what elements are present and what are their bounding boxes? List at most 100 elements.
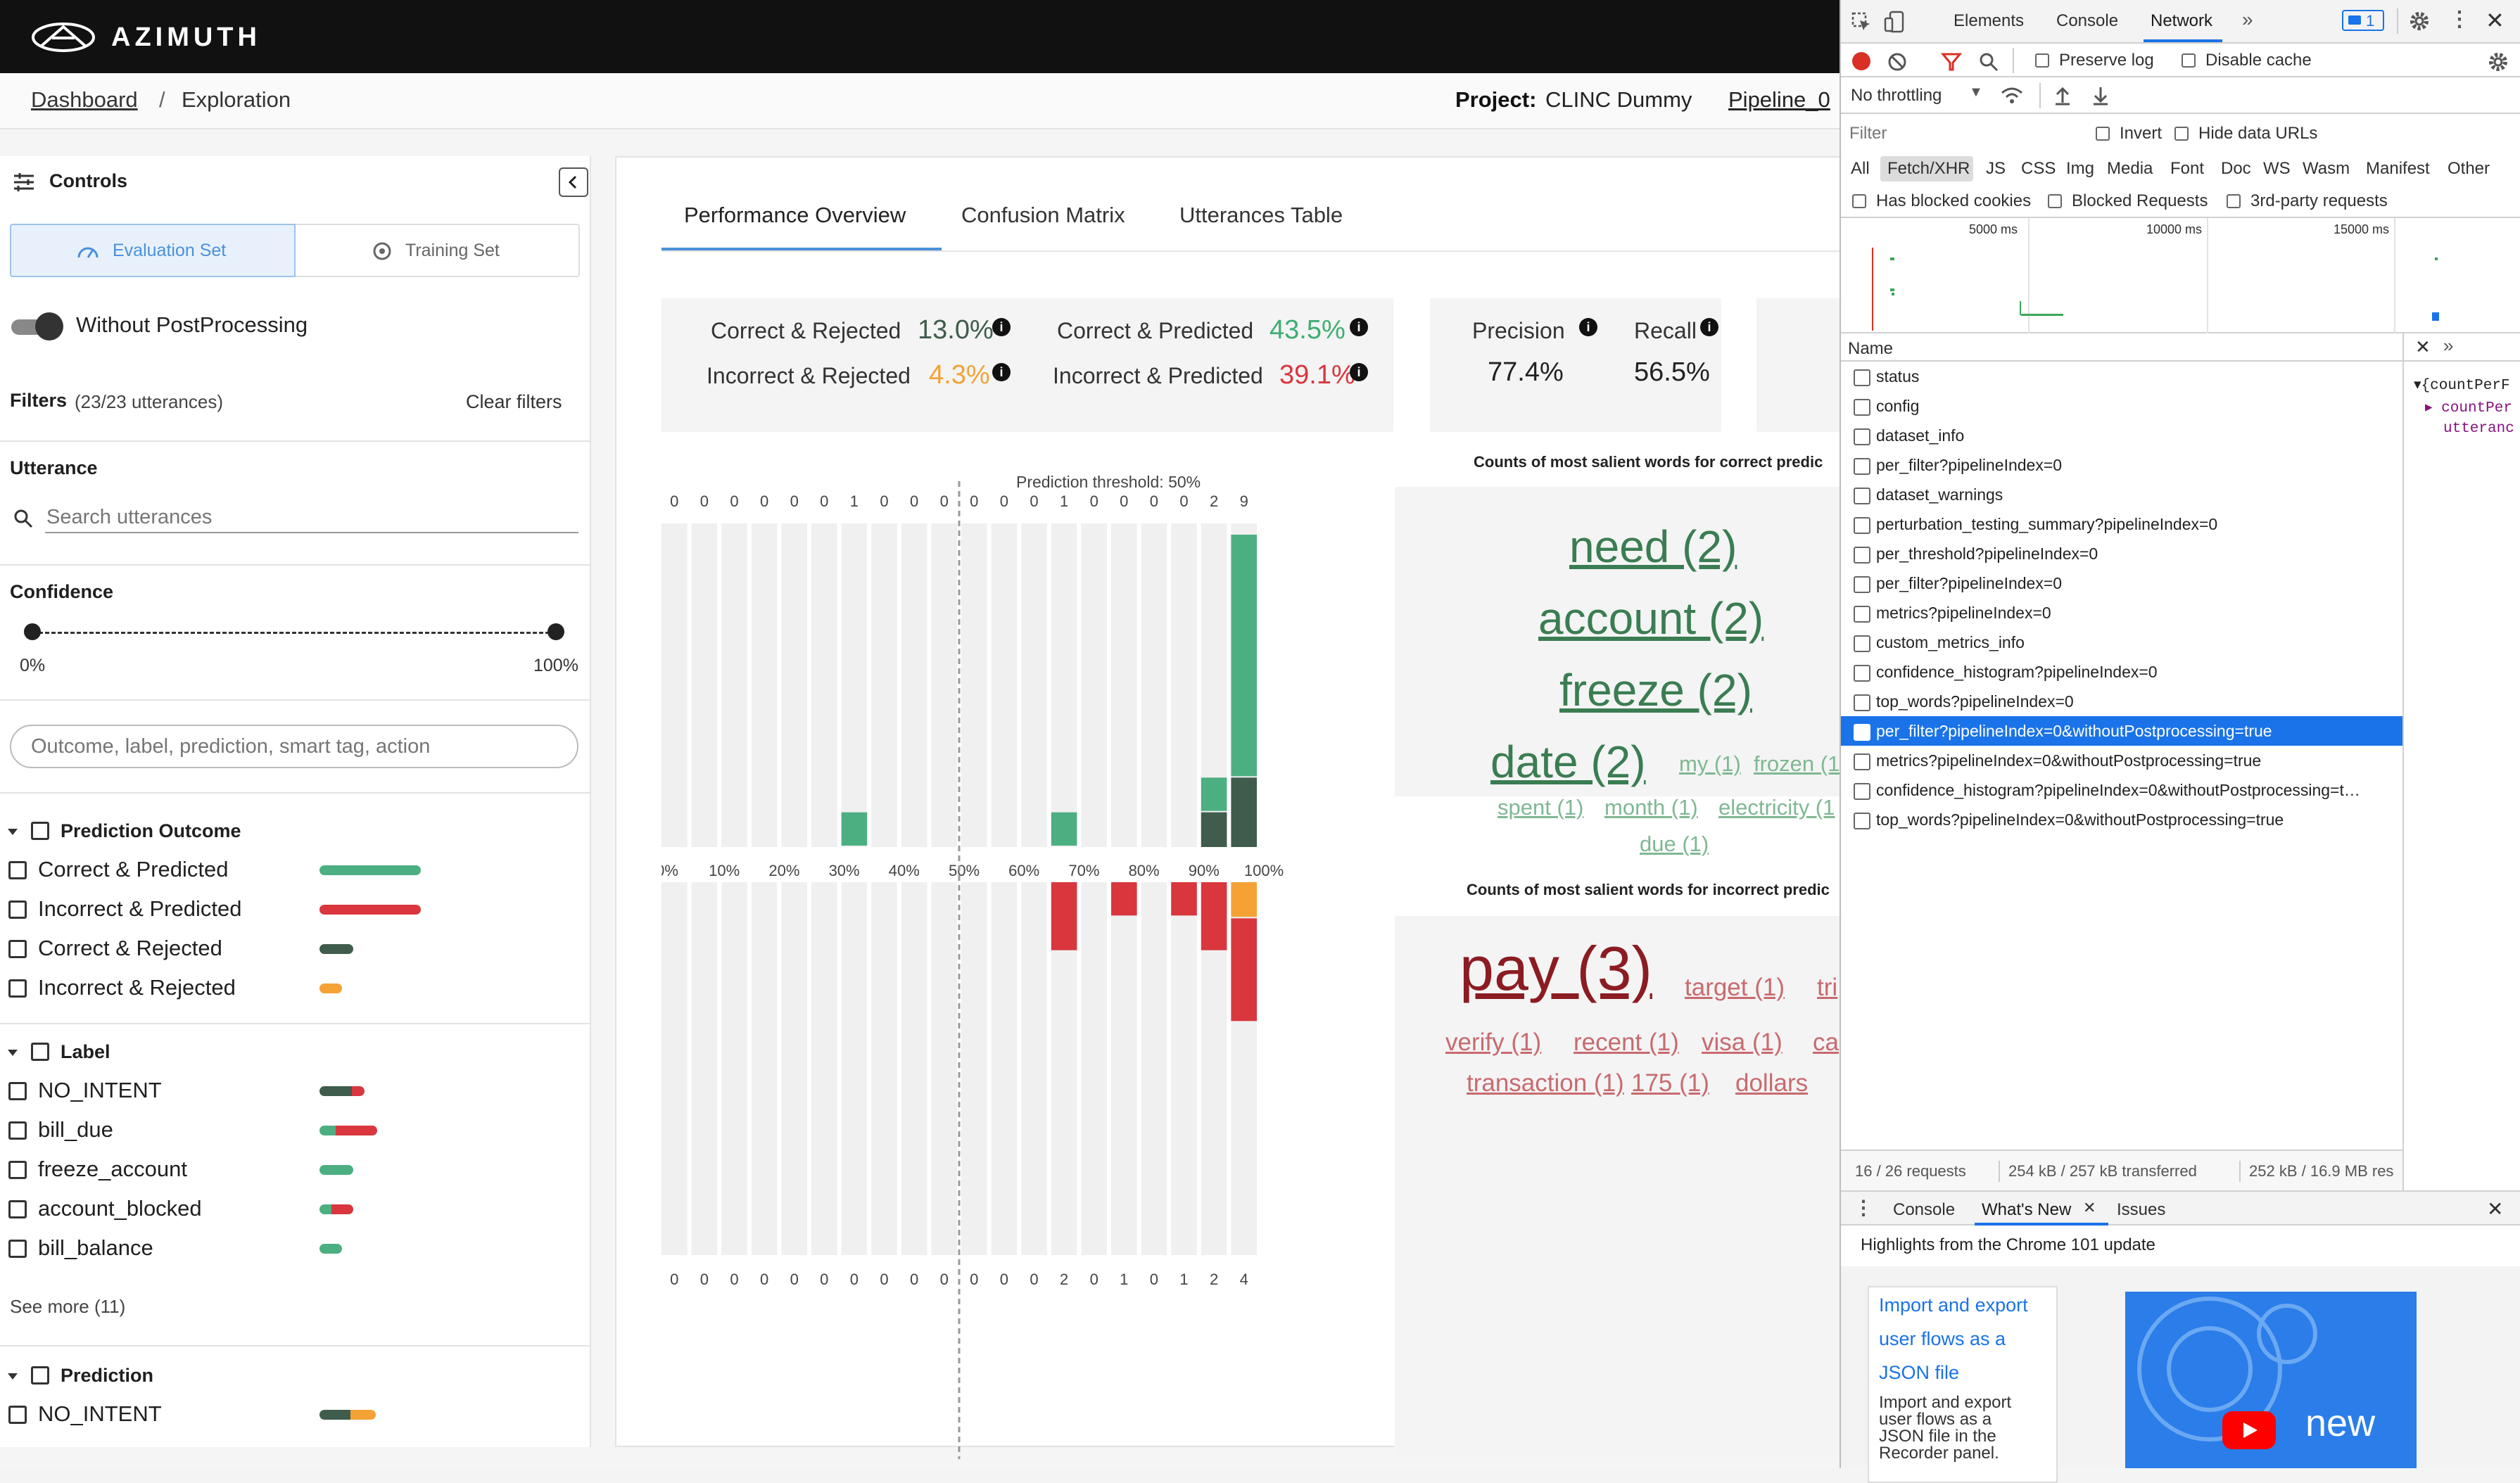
confidence-max-handle[interactable] <box>547 623 564 640</box>
settings-gear-icon[interactable] <box>2408 10 2431 32</box>
type-filter-css[interactable]: CSS <box>2021 159 2056 178</box>
close-devtools-icon[interactable]: ✕ <box>2486 8 2505 33</box>
whats-new-video-thumbnail[interactable]: new <box>2125 1292 2417 1468</box>
more-preview-tabs-icon[interactable]: » <box>2443 335 2454 356</box>
record-icon[interactable] <box>1852 52 1870 70</box>
network-request-row[interactable]: top_words?pipelineIndex=0 <box>1841 687 2402 716</box>
breadcrumb-dashboard-link[interactable]: Dashboard <box>31 87 138 112</box>
caret-down-icon[interactable] <box>6 825 20 839</box>
network-request-row[interactable]: per_threshold?pipelineIndex=0 <box>1841 539 2402 568</box>
dropdown-arrow-icon[interactable]: ▼ <box>1969 84 1983 100</box>
blocked-requests-checkbox[interactable] <box>2048 194 2062 208</box>
request-row-checkbox[interactable] <box>1854 665 1870 682</box>
close-drawer-icon[interactable]: ✕ <box>2487 1198 2504 1220</box>
word-link[interactable]: due (1) <box>1640 832 1709 856</box>
word-link[interactable]: electricity (1 <box>1718 795 1835 820</box>
name-column-header[interactable]: Name <box>1848 339 1894 358</box>
info-icon[interactable]: i <box>1700 318 1718 336</box>
request-row-checkbox[interactable] <box>1854 458 1870 475</box>
type-filter-doc[interactable]: Doc <box>2221 159 2251 178</box>
type-filter-js[interactable]: JS <box>1986 159 2006 178</box>
word-link[interactable]: dollars <box>1735 1069 1809 1097</box>
has-blocked-cookies-checkbox[interactable] <box>1852 194 1866 208</box>
search-icon[interactable] <box>1979 52 1999 72</box>
type-filter-media[interactable]: Media <box>2107 159 2153 178</box>
inspect-element-icon[interactable] <box>1851 11 1872 32</box>
word-link[interactable]: tri <box>1817 974 1838 1001</box>
request-row-checkbox[interactable] <box>1854 488 1870 504</box>
word-link[interactable]: recent (1) <box>1574 1029 1679 1056</box>
whats-new-link-line[interactable]: JSON file <box>1879 1362 1960 1383</box>
close-whats-new-icon[interactable]: ✕ <box>2083 1199 2096 1216</box>
label-checkbox[interactable] <box>8 1082 27 1100</box>
type-filter-wasm[interactable]: Wasm <box>2303 159 2350 178</box>
preserve-log-checkbox[interactable] <box>2035 53 2049 68</box>
throttling-select[interactable]: No throttling <box>1851 86 1942 105</box>
word-link[interactable]: spent (1) <box>1498 795 1584 820</box>
label-checkbox[interactable] <box>8 1240 27 1258</box>
azimuth-logo[interactable] <box>31 21 96 53</box>
caret-down-icon[interactable] <box>6 1045 20 1059</box>
request-row-checkbox[interactable] <box>1854 547 1870 564</box>
network-request-row[interactable]: dataset_warnings <box>1841 480 2402 509</box>
outcome-checkbox[interactable] <box>8 940 27 958</box>
whats-new-link-line[interactable]: user flows as a <box>1879 1328 2006 1349</box>
clear-filters-button[interactable]: Clear filters <box>466 391 562 412</box>
network-request-row[interactable]: perturbation_testing_summary?pipelineInd… <box>1841 509 2402 539</box>
request-row-checkbox[interactable] <box>1854 783 1870 800</box>
collapse-sidebar-button[interactable] <box>559 167 588 197</box>
request-row-checkbox[interactable] <box>1854 428 1870 445</box>
network-request-row[interactable]: status <box>1841 362 2402 391</box>
issues-badge[interactable]: 1 <box>2342 10 2384 31</box>
utterance-search-input[interactable] <box>45 502 578 533</box>
network-conditions-icon[interactable] <box>2000 86 2024 106</box>
drawer-menu-icon[interactable]: ⋮ <box>1854 1197 1873 1218</box>
whats-new-card[interactable]: Import and export user flows as a JSON f… <box>1868 1286 2058 1483</box>
request-row-checkbox[interactable] <box>1854 517 1870 534</box>
outcome-checkbox[interactable] <box>8 861 27 879</box>
request-row-checkbox[interactable] <box>1854 694 1870 711</box>
network-request-row[interactable]: custom_metrics_info <box>1841 628 2402 657</box>
network-request-row[interactable]: per_filter?pipelineIndex=0 <box>1841 450 2402 480</box>
network-request-row[interactable]: top_words?pipelineIndex=0&withoutPostpro… <box>1841 805 2402 834</box>
network-request-row[interactable]: per_filter?pipelineIndex=0 <box>1841 568 2402 598</box>
device-toolbar-icon[interactable] <box>1883 10 1907 34</box>
word-link[interactable]: pay (3) <box>1460 934 1652 1003</box>
word-link[interactable]: account (2) <box>1538 593 1764 644</box>
tab-evaluation-set[interactable]: Evaluation Set <box>10 224 296 277</box>
type-filter-img[interactable]: Img <box>2066 159 2095 178</box>
network-request-row[interactable]: config <box>1841 391 2402 421</box>
more-tabs-icon[interactable]: » <box>2242 8 2253 30</box>
info-icon[interactable]: i <box>1579 318 1597 336</box>
word-link[interactable]: my (1) <box>1679 751 1741 776</box>
word-link[interactable]: ca <box>1813 1029 1839 1056</box>
word-link[interactable]: transaction (1) <box>1467 1069 1624 1097</box>
word-link[interactable]: visa (1) <box>1702 1029 1783 1056</box>
confidence-min-handle[interactable] <box>24 623 41 640</box>
outcome-checkbox[interactable] <box>8 979 27 998</box>
network-request-row[interactable]: per_filter?pipelineIndex=0&withoutPostpr… <box>1841 716 2402 746</box>
network-request-row[interactable]: confidence_histogram?pipelineIndex=0 <box>1841 657 2402 687</box>
network-request-row[interactable]: metrics?pipelineIndex=0 <box>1841 598 2402 628</box>
request-row-checkbox[interactable] <box>1854 724 1870 741</box>
type-filter-fetch-xhr[interactable]: Fetch/XHR <box>1887 159 1970 178</box>
outcome-group-checkbox[interactable] <box>31 822 49 840</box>
request-row-checkbox[interactable] <box>1854 753 1870 770</box>
word-link[interactable]: 175 (1) <box>1631 1069 1709 1097</box>
word-link[interactable]: date (2) <box>1490 737 1646 787</box>
kebab-menu-icon[interactable]: ⋮ <box>2449 8 2470 31</box>
see-more-labels-link[interactable]: See more (11) <box>10 1296 126 1317</box>
tab-performance-overview[interactable]: Performance Overview <box>684 203 906 227</box>
caret-down-icon[interactable] <box>6 1369 20 1383</box>
drawer-tab-whats-new[interactable]: What's New <box>1982 1200 2072 1219</box>
whats-new-link-line[interactable]: Import and export <box>1879 1294 2028 1316</box>
label-checkbox[interactable] <box>8 1161 27 1179</box>
word-link[interactable]: target (1) <box>1685 974 1785 1001</box>
third-party-checkbox[interactable] <box>2227 194 2241 208</box>
request-row-checkbox[interactable] <box>1854 576 1870 593</box>
label-group-checkbox[interactable] <box>31 1043 49 1061</box>
type-filter-manifest[interactable]: Manifest <box>2366 159 2430 178</box>
tab-utterances-table[interactable]: Utterances Table <box>1179 203 1343 227</box>
word-link[interactable]: freeze (2) <box>1559 665 1752 715</box>
hide-data-urls-checkbox[interactable] <box>2174 127 2189 141</box>
